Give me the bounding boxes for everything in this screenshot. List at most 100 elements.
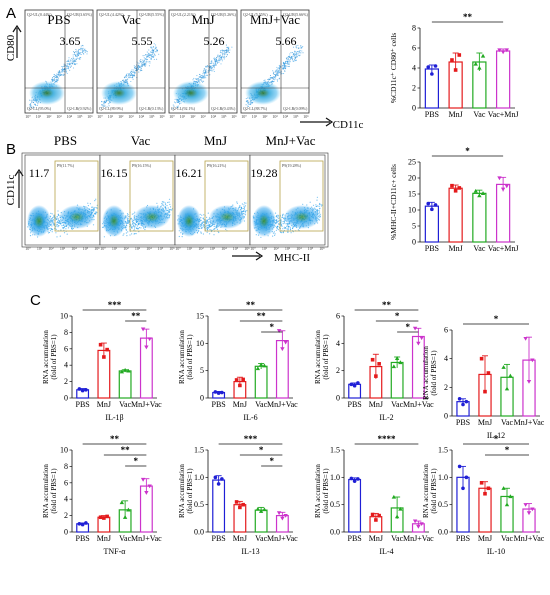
x-tick-label: Vac <box>501 534 513 543</box>
flow-dot <box>37 103 39 105</box>
flow-dot <box>200 78 202 80</box>
flow-dot <box>58 75 61 77</box>
flow-dot <box>95 213 97 215</box>
flow-dot <box>292 54 294 56</box>
flow-dot <box>131 221 133 223</box>
flow-dot <box>286 228 288 230</box>
flow-dot <box>86 53 88 55</box>
flow-dot <box>277 214 279 216</box>
flow-dot <box>239 205 241 207</box>
flow-dot <box>210 66 212 68</box>
flow-dot <box>146 54 148 56</box>
panel-letter-b: B <box>6 141 16 158</box>
flow-dot <box>164 204 167 206</box>
flow-dot <box>145 61 147 63</box>
flow-dot <box>214 228 216 230</box>
flow-dot <box>208 221 210 223</box>
bar <box>348 478 362 533</box>
flow-dot <box>213 70 215 73</box>
flow-dot <box>58 219 60 221</box>
flow-dot <box>133 73 135 75</box>
flow-dot <box>297 229 299 231</box>
flow-dot <box>301 50 303 52</box>
flow-dot <box>59 235 61 237</box>
flow-dot <box>102 105 104 107</box>
flow-dot <box>175 102 177 104</box>
flow-dot <box>286 225 288 227</box>
flow-dot <box>213 67 215 69</box>
flow-dot <box>79 53 81 55</box>
flow-plot-b-4: P9(19.28%) MnJ+Vac 19.28 10⁰ 10¹ 10² 10³ 10⁴ 10⁵… <box>249 133 326 251</box>
flow-dot <box>133 219 135 221</box>
flow-dot <box>206 231 208 233</box>
flow-dot <box>300 45 302 47</box>
x-tick-label: PBS <box>212 534 226 543</box>
flow-dot <box>149 54 151 57</box>
flow-x-tick: 10³ <box>200 114 206 119</box>
x-tick-label: MnJ+Vac <box>131 534 162 543</box>
flow-dot <box>128 76 130 78</box>
data-point <box>84 521 88 525</box>
flow-dot <box>210 61 212 63</box>
flow-dot <box>92 206 94 208</box>
flow-dot <box>48 231 51 234</box>
flow-dot <box>209 233 211 235</box>
flow-dot <box>135 233 137 235</box>
flow-dot <box>201 224 203 226</box>
y-axis-label-unit: (fold of PBS=1) <box>186 334 194 380</box>
flow-dot <box>276 215 278 217</box>
data-point <box>377 513 381 518</box>
flow-dot <box>243 204 245 206</box>
flow-dot <box>150 54 152 57</box>
flow-dot <box>211 60 213 62</box>
chart-title: IL-13 <box>241 547 259 556</box>
flow-dot <box>289 60 291 62</box>
flow-title: MnJ <box>204 133 227 148</box>
flow-dot <box>49 230 52 232</box>
flow-dot <box>34 104 36 106</box>
flow-value: 16.15 <box>101 166 128 180</box>
flow-dot <box>63 229 65 231</box>
data-point <box>477 193 482 198</box>
flow-dot <box>263 79 265 82</box>
data-point <box>119 500 125 505</box>
flow-dot <box>104 101 106 103</box>
flow-dot <box>136 227 138 230</box>
flow-dot <box>204 68 206 70</box>
flow-dot <box>135 67 137 69</box>
y-tick-label: 25 <box>408 158 416 167</box>
data-point <box>102 355 106 359</box>
y-tick-label: 4 <box>444 354 448 363</box>
flow-dot <box>133 69 135 71</box>
data-point <box>119 369 125 374</box>
y-tick-label: 0.0 <box>438 528 448 537</box>
flow-dot <box>229 49 231 51</box>
flow-dot <box>178 101 180 104</box>
data-point <box>391 364 397 369</box>
flow-dot <box>295 45 297 47</box>
flow-dot <box>55 217 57 219</box>
flow-dot <box>316 199 318 201</box>
flow-dot <box>205 219 207 221</box>
flow-x-tick: 10⁵ <box>293 114 299 119</box>
flow-dot <box>217 55 219 57</box>
flow-dot <box>222 50 224 52</box>
flow-dot <box>277 75 279 77</box>
flow-dot <box>196 75 198 77</box>
flow-dot <box>225 56 227 58</box>
y-tick-label: 6 <box>412 44 416 53</box>
flow-dot <box>216 62 218 64</box>
flow-dot <box>295 60 297 62</box>
flow-dot <box>76 50 78 52</box>
flow-dot <box>221 52 223 54</box>
flow-dot <box>245 104 247 106</box>
flow-dot <box>288 60 290 62</box>
y-tick-label: 1.0 <box>438 473 448 482</box>
y-axis-label-unit: (fold of PBS=1) <box>322 468 330 514</box>
flow-dot <box>278 64 280 66</box>
flow-dot <box>227 48 229 50</box>
flow-dot <box>134 228 136 230</box>
flow-dot <box>77 51 79 53</box>
data-point <box>394 514 400 519</box>
flow-dot <box>77 49 80 51</box>
